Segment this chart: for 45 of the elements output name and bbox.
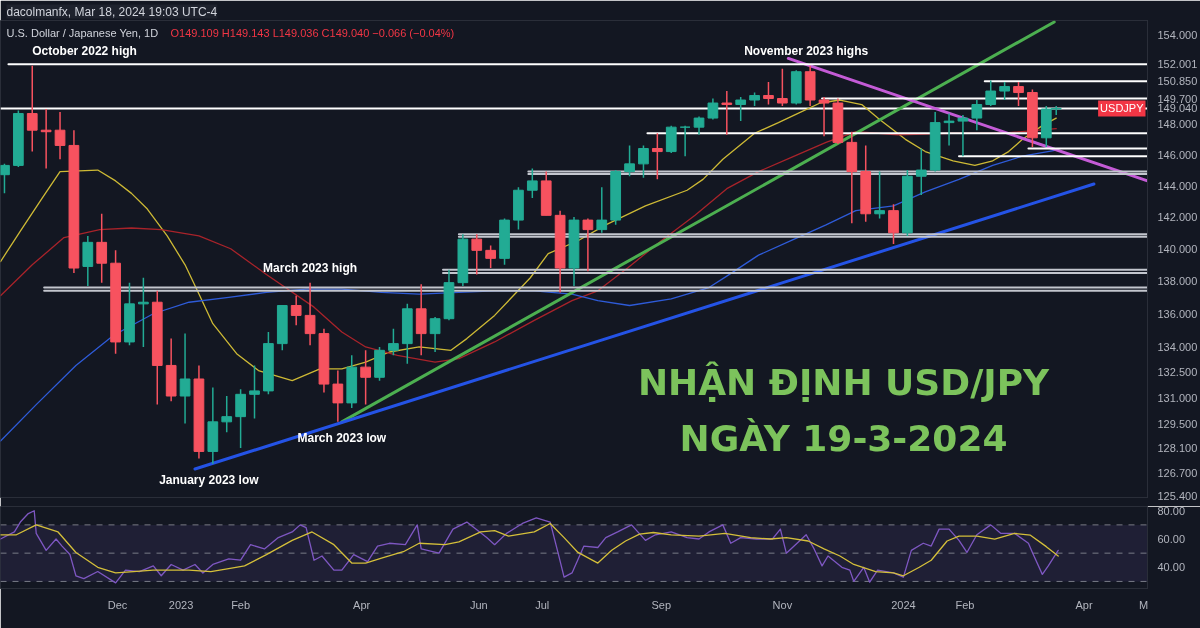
y-tick-label: 126.700 xyxy=(1157,466,1198,479)
x-tick-label: Apr xyxy=(1075,598,1093,611)
x-tick-label: Feb xyxy=(231,598,251,611)
y-tick-label: 138.000 xyxy=(1157,275,1198,288)
y-tick-label: 60.00 xyxy=(1157,533,1186,546)
annotation: November 2023 highs xyxy=(744,43,869,58)
annotation: U.S. Dollar / Japanese Yen, 1D xyxy=(6,26,159,39)
y-tick-label: 136.000 xyxy=(1157,307,1198,320)
x-tick-label: Apr xyxy=(353,598,371,611)
y-tick-label: 134.000 xyxy=(1157,340,1198,353)
x-tick-label: Dec xyxy=(107,598,128,611)
text: NHẬN ĐỊNH USD/JPY xyxy=(637,360,1051,403)
annotation: March 2023 high xyxy=(263,260,358,275)
y-tick-label: 142.000 xyxy=(1157,210,1198,223)
x-tick-label: M xyxy=(1138,598,1149,611)
y-tick-label: 140.000 xyxy=(1157,242,1198,255)
x-tick-label: 2023 xyxy=(168,598,194,611)
y-tick-label: 154.000 xyxy=(1157,29,1198,42)
annotation: O149.109 H149.143 L149.036 C149.040 −0.066 (−0.04%) xyxy=(170,26,455,39)
y-tick-label: 132.500 xyxy=(1157,366,1198,379)
x-tick-label: Jul xyxy=(535,598,550,611)
y-tick-label: 149.700 xyxy=(1157,92,1198,105)
y-tick-label: 152.001 xyxy=(1157,58,1198,71)
y-tick-label: 149.040 xyxy=(1157,102,1198,115)
y-tick-label: 148.000 xyxy=(1157,118,1198,131)
text: NGÀY 19-3-2024 xyxy=(679,417,1008,459)
x-tick-label: 2024 xyxy=(891,598,916,611)
x-tick-label: Sep xyxy=(651,598,672,611)
y-tick-label: 144.000 xyxy=(1157,179,1198,192)
y-tick-label: 125.400 xyxy=(1157,489,1198,502)
y-tick-label: 131.000 xyxy=(1157,391,1198,404)
y-tick-label: 150.850 xyxy=(1157,75,1198,88)
y-tick-label: 80.00 xyxy=(1157,504,1186,517)
x-tick-label: Nov xyxy=(772,598,793,611)
ref-line-label: USDJPY xyxy=(1100,102,1145,115)
x-tick-label: Jun xyxy=(469,598,488,611)
y-tick-label: 128.100 xyxy=(1157,441,1198,454)
y-tick-label: 40.00 xyxy=(1157,561,1186,574)
text: dacolmanfx, Mar 18, 2024 19:03 UTC-4 xyxy=(6,4,218,19)
annotation: March 2023 low xyxy=(297,430,387,445)
annotation: October 2022 high xyxy=(32,43,137,58)
y-tick-label: 129.500 xyxy=(1157,417,1198,430)
annotation: January 2023 low xyxy=(159,472,260,487)
y-tick-label: 146.000 xyxy=(1157,148,1198,161)
x-tick-label: Feb xyxy=(955,598,975,611)
